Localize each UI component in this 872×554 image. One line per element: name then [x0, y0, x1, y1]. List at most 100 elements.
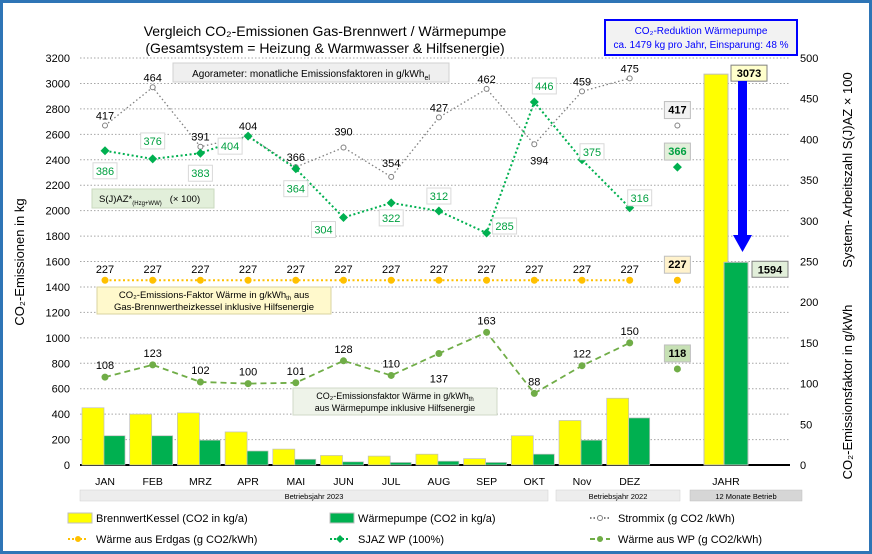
- gas-note-sub: th: [286, 296, 291, 302]
- chart-title-line2: (Gesamtsystem = Heizung & Warmwasser & H…: [145, 40, 504, 56]
- bar-brennwertkessel: [367, 455, 391, 466]
- data-label-series-3: 137: [430, 373, 448, 385]
- bar-brennwertkessel: [177, 412, 200, 466]
- data-label-series-0: 390: [334, 127, 352, 139]
- data-point-series-0: [149, 84, 156, 91]
- bar-waermepumpe: [342, 461, 364, 466]
- left-tick-label: 2800: [46, 104, 70, 116]
- legend-sjaz-wp-label: SJAZ WP (100%): [358, 534, 444, 546]
- series-line-3: [104, 331, 631, 395]
- bar-brennwertkessel: [510, 435, 534, 466]
- data-point-series-2: [291, 164, 301, 174]
- left-tick-label: 600: [52, 384, 70, 396]
- data-point-series-3: [483, 328, 491, 336]
- data-point-series-0: [531, 141, 538, 148]
- left-tick-label: 1200: [46, 307, 70, 319]
- left-axis-label: CO₂-Emissionen in kg: [12, 198, 27, 325]
- data-point-series-1: [149, 276, 157, 284]
- data-label-series-3: 123: [144, 348, 162, 360]
- data-label-series-3: 128: [334, 344, 352, 356]
- data-label-box: [217, 137, 243, 155]
- data-point-series-3: [292, 379, 300, 387]
- bar-brennwertkessel: [558, 420, 582, 466]
- gas-note-line1: CO₂-Emissions-Faktor Wärme in g/kWh: [119, 290, 286, 301]
- left-tick-label: 2400: [46, 155, 70, 167]
- data-label-series-3: 163: [477, 315, 495, 327]
- average-point-series-1: [673, 276, 681, 284]
- data-label-series-1: 227: [382, 264, 400, 276]
- data-label-series-3: 122: [573, 349, 591, 361]
- data-label-series-1: 227: [477, 264, 495, 276]
- data-label-series-1: 227: [287, 264, 305, 276]
- data-label-box: [378, 209, 404, 227]
- data-label-series-2: 383: [191, 168, 209, 180]
- data-point-series-2: [195, 148, 205, 158]
- group-band-year: 12 Monate Betrieb: [689, 489, 803, 502]
- reduction-arrow-icon: [733, 81, 752, 252]
- series-line-0: [104, 77, 630, 178]
- data-label-series-0: 404: [239, 121, 257, 133]
- legend-waerme-wp-label: Wärme aus WP (g CO2/kWh): [618, 534, 762, 546]
- right-tick-label: 50: [800, 419, 812, 431]
- bar-waermepumpe: [580, 439, 603, 466]
- co2-reduction-note: CO₂-Reduktion Wärmepumpe ca. 1479 kg pro…: [604, 19, 798, 56]
- group-label-2022: Betriebsjahr 2022: [589, 492, 648, 501]
- group-band-2023: Betriebsjahr 2023: [79, 489, 549, 502]
- bar-brennwertkessel: [81, 407, 105, 466]
- data-point-series-3: [387, 371, 395, 379]
- data-point-series-1: [626, 276, 634, 284]
- legend-strommix-label: Strommix (g CO2 /kWh): [618, 513, 735, 525]
- left-tick-label: 1600: [46, 257, 70, 269]
- sjaz-sub: (Hzg+WW): [132, 201, 162, 207]
- bar-brennwertkessel: [463, 458, 486, 466]
- data-label-series-1: 227: [621, 264, 639, 276]
- svg-text:CO₂-Emissionsfaktor Wärme in g: CO₂-Emissionsfaktor Wärme in g/kWhth: [316, 391, 474, 403]
- data-point-series-3: [244, 380, 252, 388]
- data-point-series-0: [388, 173, 395, 180]
- right-tick-label: 100: [800, 379, 818, 391]
- x-tick-label: MAI: [286, 476, 305, 488]
- legend-strommix-marker: [597, 515, 603, 521]
- data-point-series-1: [387, 276, 395, 284]
- svg-text:S(J)AZ*(Hzg+WW)(× 100): S(J)AZ*(Hzg+WW) (× 100): [99, 194, 200, 207]
- bar-waermepumpe: [151, 435, 174, 466]
- legend-waerme-wp-marker: [597, 536, 603, 542]
- data-label-series-0: 354: [382, 158, 400, 170]
- reduction-line1: CO₂-Reduktion Wärmepumpe: [635, 26, 768, 37]
- data-label-series-0: 394: [530, 155, 548, 167]
- x-tick-label: JAN: [95, 476, 115, 488]
- data-point-series-2: [339, 213, 348, 223]
- data-label-box: [492, 217, 518, 235]
- average-label-series-3: 118: [669, 348, 687, 360]
- legend-sjaz-wp-marker: [336, 535, 344, 543]
- data-label-box: [627, 189, 653, 207]
- legend-brennwertkessel-swatch: [67, 512, 93, 524]
- average-point-series-2: [672, 162, 682, 172]
- bar-brennwertkessel: [415, 453, 439, 466]
- wp-note-line2: aus Wärmepumpe inklusive Hilfsenergie: [315, 403, 476, 413]
- average-label-box-0: [663, 101, 691, 120]
- data-label-box: [187, 164, 213, 182]
- gas-note-end: aus: [291, 290, 309, 301]
- data-point-series-3: [626, 339, 634, 347]
- average-point-series-0: [674, 122, 681, 129]
- bar-brennwertkessel: [129, 413, 153, 466]
- left-tick-label: 1000: [46, 333, 70, 345]
- legend-waerme-wp: Wärme aus WP (g CO2/kWh): [590, 534, 762, 546]
- right-tick-label: 450: [800, 94, 818, 106]
- wp-note-sub: th: [469, 397, 474, 403]
- data-point-series-3: [101, 373, 109, 381]
- data-label-series-3: 150: [621, 326, 639, 338]
- legend-waerme-erdgas-label: Wärme aus Erdgas (g CO2/kWh): [96, 534, 257, 546]
- data-label-series-2: 312: [430, 191, 448, 203]
- sjaz-label: S(J)AZ*: [99, 194, 133, 205]
- data-point-series-1: [244, 276, 252, 284]
- group-label-2023: Betriebsjahr 2023: [285, 492, 344, 501]
- sjaz-note: S(J)AZ*(Hzg+WW) (× 100): [91, 188, 215, 209]
- left-tick-label: 800: [52, 358, 70, 370]
- data-point-series-2: [148, 154, 158, 164]
- data-label-series-2: 404: [221, 141, 239, 153]
- data-point-series-3: [530, 389, 538, 397]
- left-tick-label: 200: [52, 435, 70, 447]
